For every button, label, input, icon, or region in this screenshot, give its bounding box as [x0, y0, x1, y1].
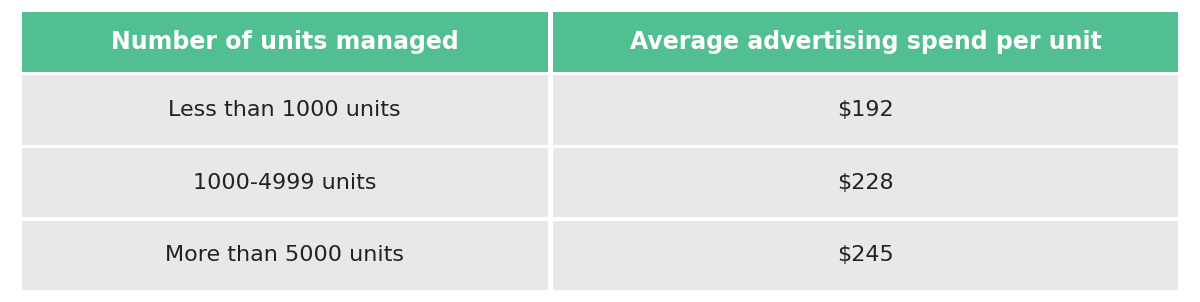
Bar — [22, 221, 548, 290]
Bar — [553, 148, 1178, 217]
Bar — [22, 12, 548, 72]
Bar — [553, 76, 1178, 145]
Text: $245: $245 — [838, 246, 894, 265]
Bar — [553, 12, 1178, 72]
Text: Number of units managed: Number of units managed — [110, 30, 458, 54]
Text: $228: $228 — [838, 173, 894, 193]
Text: Average advertising spend per unit: Average advertising spend per unit — [630, 30, 1102, 54]
Text: $192: $192 — [838, 100, 894, 120]
Text: Less than 1000 units: Less than 1000 units — [168, 100, 401, 120]
Bar — [22, 76, 548, 145]
Bar — [553, 221, 1178, 290]
Bar — [22, 148, 548, 217]
Text: 1000-4999 units: 1000-4999 units — [193, 173, 377, 193]
Text: More than 5000 units: More than 5000 units — [166, 246, 404, 265]
